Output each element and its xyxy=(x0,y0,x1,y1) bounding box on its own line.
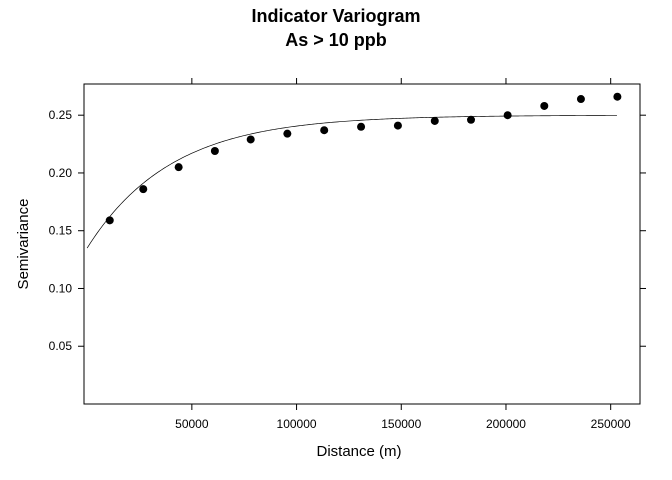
x-tick-label: 200000 xyxy=(486,417,526,431)
x-axis-label: Distance (m) xyxy=(316,443,401,460)
data-point xyxy=(503,111,512,120)
y-tick-label: 0.20 xyxy=(49,166,73,180)
data-point xyxy=(357,122,366,131)
data-point xyxy=(283,129,292,138)
data-points xyxy=(105,92,622,225)
y-tick-label: 0.05 xyxy=(49,339,73,353)
data-point xyxy=(210,147,219,156)
x-tick-label: 100000 xyxy=(277,417,317,431)
x-axis: 50000 100000 150000 200000 250000 xyxy=(175,78,631,431)
y-axis: 0.05 0.10 0.15 0.20 0.25 xyxy=(49,108,646,353)
data-point xyxy=(467,115,476,124)
plot-frame xyxy=(83,83,641,405)
data-point xyxy=(174,163,183,172)
y-axis-label: Semivariance xyxy=(15,199,32,290)
y-tick-label: 0.15 xyxy=(49,224,73,238)
data-point xyxy=(105,216,114,225)
data-point xyxy=(613,92,622,101)
data-point xyxy=(139,185,148,194)
data-point xyxy=(430,116,439,125)
data-point xyxy=(320,126,329,135)
chart-subtitle: As > 10 ppb xyxy=(285,30,387,50)
x-tick-label: 250000 xyxy=(591,417,631,431)
model-curve xyxy=(86,115,617,249)
chart-title: Indicator Variogram xyxy=(251,6,420,26)
data-point xyxy=(540,101,549,110)
x-tick-label: 50000 xyxy=(175,417,209,431)
data-point xyxy=(393,121,402,130)
data-point xyxy=(246,135,255,144)
x-tick-label: 150000 xyxy=(381,417,421,431)
y-tick-label: 0.10 xyxy=(49,281,73,295)
data-point xyxy=(576,95,585,104)
y-tick-label: 0.25 xyxy=(49,108,73,122)
